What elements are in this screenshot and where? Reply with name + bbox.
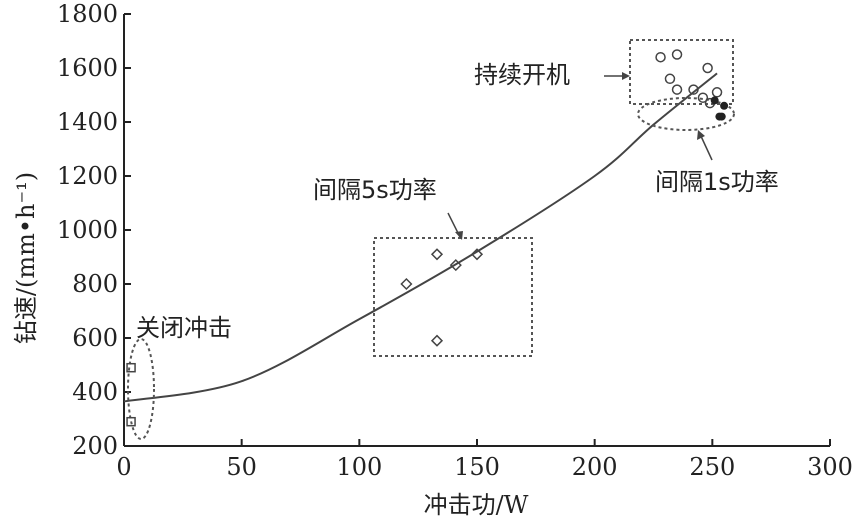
data-point-circle	[711, 87, 723, 98]
x-ticks: 0 50 100 150 200 250 300	[116, 439, 853, 481]
x-tick-label: 300	[807, 453, 853, 481]
y-tick-label: 800	[72, 270, 118, 298]
y-tick-label: 1600	[57, 54, 118, 82]
annotation-continuous: 持续开机	[474, 61, 570, 89]
data-point-filled	[720, 101, 729, 110]
x-tick-label: 200	[572, 453, 618, 481]
data-point-diamond	[430, 248, 444, 261]
arrow-continuous-head	[622, 72, 630, 80]
data-point-diamond	[430, 334, 444, 347]
arrow-1s-head	[697, 130, 705, 140]
data-points	[126, 49, 729, 427]
annotation-5s-interval: 间隔5s功率	[313, 176, 437, 204]
data-point-circle	[664, 73, 676, 85]
group-box-continuous	[629, 39, 734, 105]
annotation-1s-interval: 间隔1s功率	[655, 168, 779, 196]
data-point-circle	[702, 62, 713, 74]
data-point-circle	[655, 51, 666, 63]
y-tick-label: 1400	[57, 108, 118, 136]
arrow-5s-head	[455, 231, 463, 240]
arrow-1s	[699, 133, 713, 161]
y-tick-label: 1200	[57, 162, 118, 190]
fit-curve	[123, 72, 718, 403]
y-ticks: 200 400 600 800 1000 1200 1400 1600 1800	[57, 0, 131, 460]
group-box-5s	[373, 237, 533, 357]
data-point-diamond	[400, 277, 413, 291]
annotation-impact-off: 关闭冲击	[136, 314, 232, 342]
data-point-diamond	[449, 259, 462, 272]
data-point-circle	[671, 49, 683, 60]
y-axis-title: 钻速/(mm•h⁻¹)	[12, 172, 40, 344]
x-axis-title: 冲击功/W	[424, 491, 529, 519]
data-point-diamond	[470, 248, 484, 261]
data-point-filled	[717, 112, 726, 121]
y-tick-label: 600	[72, 324, 118, 352]
data-point-circle	[688, 84, 699, 95]
group-ellipse-1s	[637, 97, 735, 131]
data-point-circle	[697, 92, 709, 103]
data-point-filled	[710, 96, 719, 105]
x-tick-label: 250	[689, 453, 735, 481]
data-point-square	[126, 362, 136, 373]
y-tick-label: 1800	[57, 0, 118, 28]
y-tick-label: 1000	[57, 216, 118, 244]
x-tick-label: 150	[454, 453, 500, 481]
y-tick-label: 400	[72, 378, 118, 406]
data-point-circle	[671, 84, 683, 95]
group-ellipse-impact-off	[127, 338, 155, 440]
x-tick-label: 100	[336, 453, 382, 481]
x-tick-label: 0	[116, 453, 131, 481]
x-tick-label: 50	[226, 453, 257, 481]
data-point-square	[126, 416, 136, 427]
y-tick-label: 200	[72, 432, 118, 460]
